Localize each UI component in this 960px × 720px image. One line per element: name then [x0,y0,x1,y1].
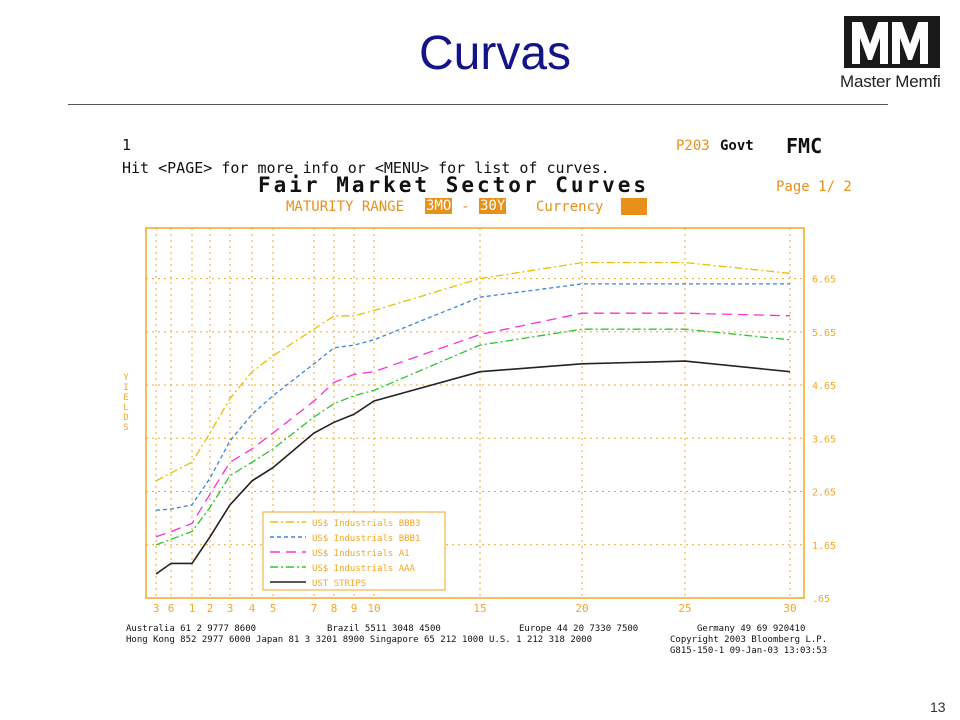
y-label-char: E [123,393,128,403]
x-tick-label: 5 [270,602,277,615]
currency-field[interactable] [621,198,647,215]
maturity-range-label: MATURITY RANGE [286,199,405,215]
y-tick-label: .65 [812,594,830,605]
page-number: 13 [930,699,946,715]
x-tick-label: 1 [189,602,196,615]
footer-timestamp: G815-150-1 09-Jan-03 13:03:53 [670,646,828,656]
series-line-strips [155,360,791,575]
range-dash: - [461,199,470,215]
chart-series [155,261,791,575]
y-label-char: L [123,403,128,413]
chart-heading: Fair Market Sector Curves [258,173,650,197]
chart-grid [146,228,804,599]
currency-label: Currency [536,199,604,215]
legend-label-a1: US$ Industrials A1 [312,549,410,559]
footer-germany: Germany 49 69 920410 [697,624,806,634]
master-memfi-logo: Master Memfi [840,14,950,94]
x-tick-label: 3 [227,602,234,615]
range-to[interactable]: 30Y [479,198,507,214]
x-tick-label: 3 [153,602,160,615]
x-tick-label: 4 [249,602,256,615]
x-tick-label: 7 [311,602,318,615]
yield-curve-chart: .651.652.653.654.655.656.653 6 1 2 3 4 5 7 8 9 10 1… [123,227,836,615]
series-line-aaa [155,328,791,546]
chart-ticks: .651.652.653.654.655.656.653 6 1 2 3 4 5 7 8 9 10 1… [153,275,836,615]
y-label-char: D [123,413,128,423]
series-line-bbb1 [155,283,790,511]
footer-europe: Europe 44 20 7330 7500 [519,624,639,634]
page-indicator: Page 1/ 2 [776,179,852,195]
y-tick-label: 3.65 [812,434,836,445]
chart-legend: US$ Industrials BBB3 US$ Industrials BBB1… [262,511,446,591]
legend-label-bbb3: US$ Industrials BBB3 [312,519,420,529]
govt-label: Govt [720,138,754,154]
plot-frame [145,227,805,599]
mm-logo-mark [844,16,940,68]
range-from[interactable]: 3MO [425,198,453,214]
terminal-instructions: Hit <PAGE> for more info or <MENU> for l… [122,159,610,177]
page-code: P203 [676,138,710,154]
x-tick-label: 2 [207,602,214,615]
footer-australia: Australia 61 2 9777 8600 [126,624,257,634]
y-tick-label: 5.65 [812,328,836,339]
y-tick-label: 6.65 [812,275,836,286]
fmc-label: FMC [786,134,823,158]
legend-label-aaa: US$ Industrials AAA [312,564,416,574]
y-label-char: S [123,423,128,433]
footer-brazil: Brazil 5511 3048 4500 [327,624,441,634]
legend-label-strips: UST STRIPS [312,579,366,589]
x-tick-label: 20 [575,602,588,615]
footer-asia-us: Hong Kong 852 2977 6000 Japan 81 3 3201 … [126,635,592,645]
x-tick-label: 30 [783,602,796,615]
y-label-char: I [123,383,128,393]
footer-copyright: Copyright 2003 Bloomberg L.P. [670,635,828,645]
x-tick-label: 10 [367,602,380,615]
y-tick-label: 1.65 [812,541,836,552]
series-line-a1 [155,312,791,538]
x-tick-label: 8 [331,602,338,615]
x-tick-label: 15 [473,602,486,615]
y-tick-label: 4.65 [812,381,836,392]
x-tick-label: 25 [678,602,691,615]
x-tick-label: 9 [351,602,358,615]
slide-title: Curvas [418,27,572,80]
terminal-line-1: 1 [122,136,132,154]
title-divider [68,104,888,105]
y-tick-label: 2.65 [812,488,836,499]
x-tick-label: 6 [168,602,175,615]
logo-wordmark: Master Memfi [840,72,941,91]
y-label-char: Y [123,373,129,383]
legend-label-bbb1: US$ Industrials BBB1 [312,534,420,544]
series-line-bbb3 [155,261,791,482]
